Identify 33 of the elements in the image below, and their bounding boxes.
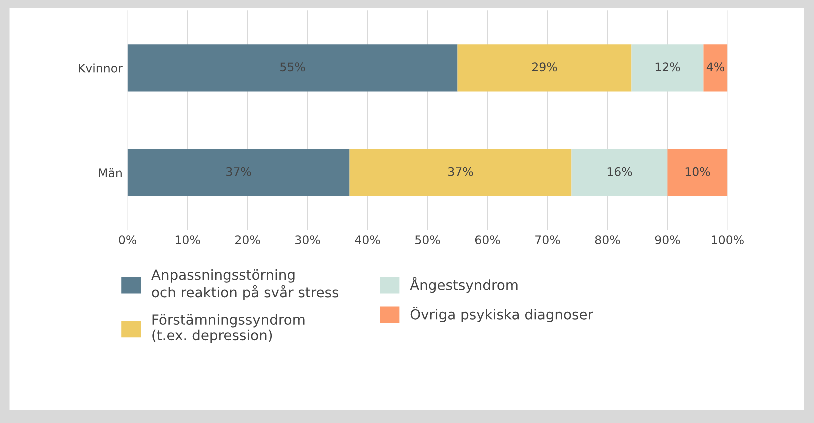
bar [128,149,350,196]
data-label: 55% [280,62,306,72]
legend-label: Ångestsyndrom [410,277,518,294]
x-tick-label: 50% [416,236,440,245]
x-tick-label: 60% [475,236,500,245]
bar [572,149,668,196]
x-tick-label: 0% [119,236,137,245]
x-tick-label: 20% [236,236,260,245]
bar [458,44,632,92]
x-tick-label: 30% [296,236,320,245]
x-tick-label: 70% [536,236,560,245]
legend-label: Anpassningsstörning och reaktion på svår stress [152,269,339,300]
legend-label: Förstämningssyndrom (t.ex. depression) [152,314,305,344]
bar [668,149,728,196]
x-tick-label: 80% [595,236,620,245]
bar [128,44,458,92]
data-label: 29% [532,62,558,72]
x-tick-label: 90% [655,236,680,245]
x-tick-label: 10% [176,236,200,245]
data-label: 4% [706,62,724,72]
bar [704,44,728,92]
data-label: 37% [448,167,474,176]
data-label: 12% [656,62,680,72]
bar [350,149,572,196]
data-label: 37% [226,167,252,176]
y-tick-label: Män [99,168,122,178]
legend-label: Övriga psykiska diagnoser [410,306,594,323]
x-tick-label: 100% [712,236,744,245]
y-tick-label: Kvinnor [79,64,123,73]
data-label: 10% [686,167,710,176]
x-tick-label: 40% [355,236,380,245]
data-label: 16% [608,167,632,176]
bar [632,44,704,92]
